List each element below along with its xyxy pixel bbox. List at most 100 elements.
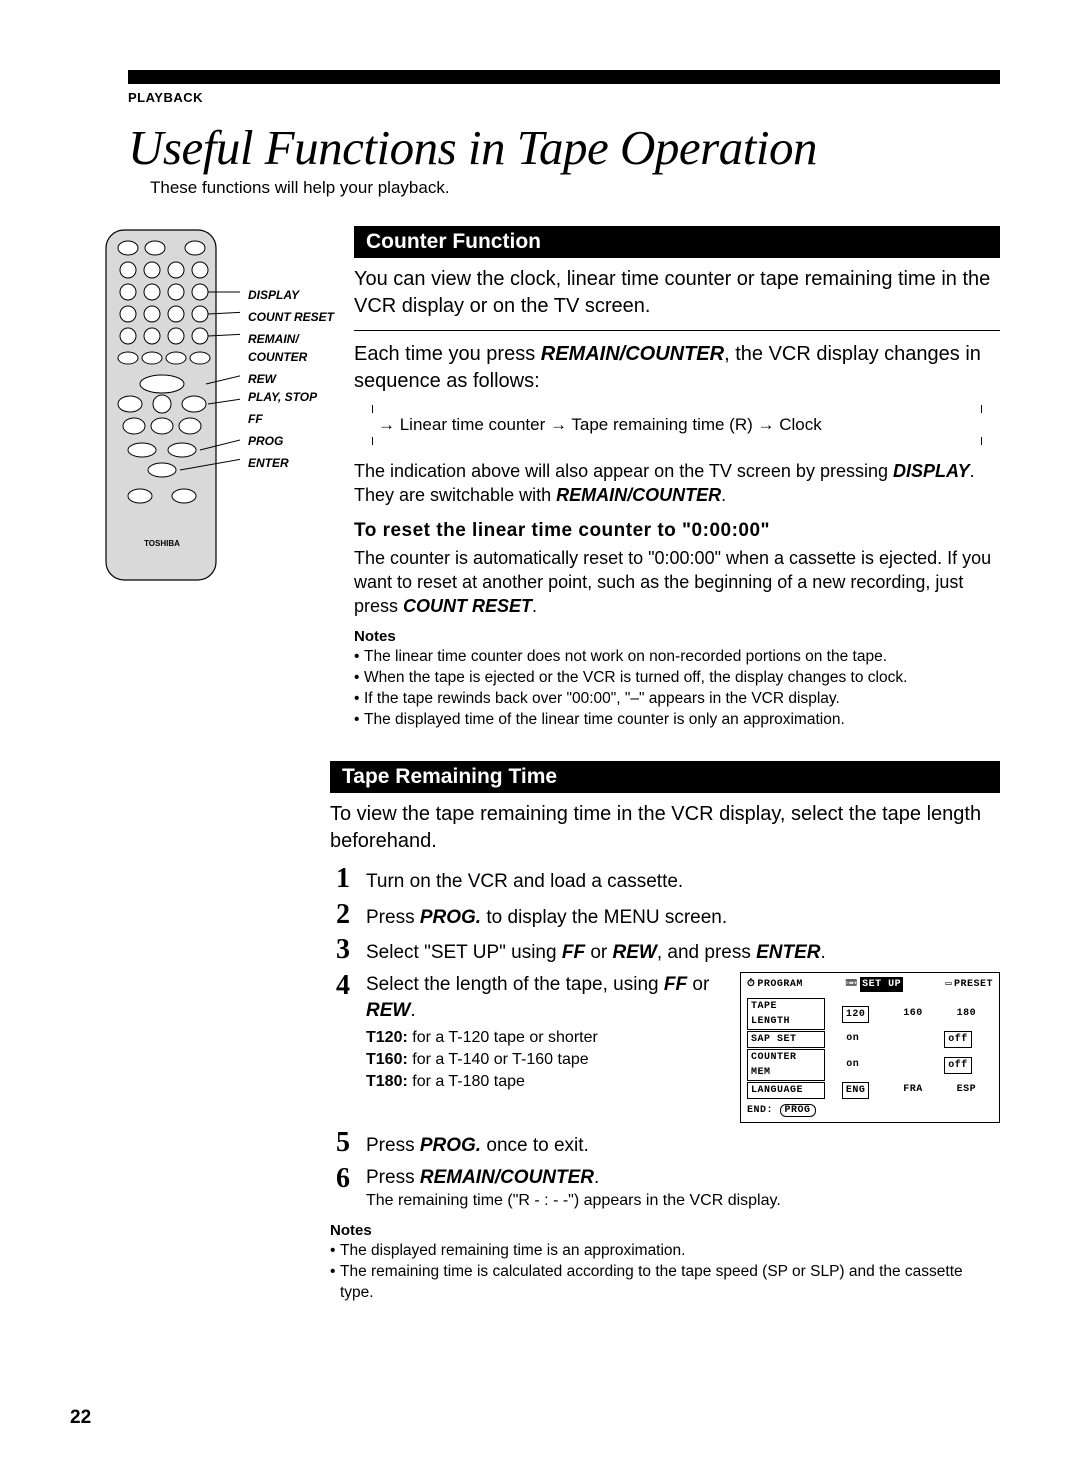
txt: or xyxy=(585,942,612,963)
key-remain-counter: REMAIN/COUNTER xyxy=(556,485,721,505)
menu-row-label: TAPE LENGTH xyxy=(747,998,825,1030)
step-6: Press REMAIN/COUNTER. The remaining time… xyxy=(366,1165,1000,1212)
remote-illustration: TOSHIBA DISPLAY COUNT RESET REMAIN/ COUN… xyxy=(100,226,330,586)
menu-row-opts: ENGFRAESP xyxy=(825,1082,993,1099)
callout-enter: ENTER xyxy=(248,454,334,472)
t160-label: T160: xyxy=(366,1051,408,1068)
key-prog: PROG. xyxy=(420,1135,481,1156)
page-title: Useful Functions in Tape Operation xyxy=(128,119,1000,176)
list-item: The displayed time of the linear time co… xyxy=(354,710,1000,731)
menu-tab-setup: SET UP xyxy=(860,977,903,992)
menu-tab-program: PROGRAM xyxy=(757,977,803,992)
txt: for a T-140 or T-160 tape xyxy=(408,1051,589,1068)
menu-end-label: END: xyxy=(747,1105,773,1116)
list-item: The displayed remaining time is an appro… xyxy=(330,1241,1000,1262)
menu-row: SAP SET on off xyxy=(747,1031,993,1048)
step-num: 1 xyxy=(330,865,356,893)
txt: , and press xyxy=(657,942,756,963)
sequence-box: → Linear time counter → Tape remaining t… xyxy=(372,405,982,445)
counter-header: Counter Function xyxy=(354,226,1000,258)
step-1: Turn on the VCR and load a cassette. xyxy=(366,869,1000,895)
reset-heading: To reset the linear time counter to "0:0… xyxy=(354,520,1000,542)
txt: to display the MENU screen. xyxy=(481,907,727,928)
reset-body: The counter is automatically reset to "0… xyxy=(354,546,1000,619)
menu-row-opts: on off xyxy=(825,1031,993,1048)
key-count-reset: COUNT RESET xyxy=(403,596,532,616)
step-2: Press PROG. to display the MENU screen. xyxy=(366,905,1000,931)
svg-text:TOSHIBA: TOSHIBA xyxy=(144,539,180,548)
callout-ff: FF xyxy=(248,410,334,428)
key-rew: REW xyxy=(613,942,657,963)
divider xyxy=(354,330,1000,331)
key-remain-counter: REMAIN/COUNTER xyxy=(541,343,724,365)
txt: . xyxy=(410,1000,415,1021)
txt: once to exit. xyxy=(481,1135,589,1156)
menu-opt: 180 xyxy=(957,1006,977,1023)
t120-label: T120: xyxy=(366,1029,408,1046)
txt: . xyxy=(594,1167,599,1188)
key-ff: FF xyxy=(562,942,585,963)
remote-svg: TOSHIBA xyxy=(100,226,240,586)
step-3: Select "SET UP" using FF or REW, and pre… xyxy=(366,940,1000,966)
counter-intro: You can view the clock, linear time coun… xyxy=(354,266,1000,320)
step-num: 4 xyxy=(330,972,356,1000)
list-item: If the tape rewinds back over "00:00", "… xyxy=(354,689,1000,710)
txt: Press xyxy=(366,1135,420,1156)
step-5: Press PROG. once to exit. xyxy=(366,1133,1000,1159)
list-item: The remaining time is calculated accordi… xyxy=(330,1262,1000,1304)
menu-end-prog: PROG xyxy=(780,1104,816,1117)
txt: Each time you press xyxy=(354,343,541,365)
sequence-text: → Linear time counter → Tape remaining t… xyxy=(372,413,982,437)
menu-tab-preset: PRESET xyxy=(954,977,993,992)
callout-rew-play-stop: REW PLAY, STOP xyxy=(248,370,334,406)
list-item: The linear time counter does not work on… xyxy=(354,647,1000,668)
txt: Select the length of the tape, using xyxy=(366,974,664,995)
txt: or xyxy=(687,974,709,995)
menu-row-opts: on off xyxy=(825,1057,993,1074)
menu-screen: ⏱PROGRAM 📼SET UP ▭PRESET TAPE LENGTH1201… xyxy=(740,972,1000,1123)
txt: The indication above will also appear on… xyxy=(354,461,893,481)
menu-opt: ESP xyxy=(957,1082,977,1099)
remote-callouts: DISPLAY COUNT RESET REMAIN/ COUNTER REW … xyxy=(248,286,334,476)
key-prog: PROG. xyxy=(420,907,481,928)
menu-opt: off xyxy=(944,1057,972,1074)
tape-intro: To view the tape remaining time in the V… xyxy=(330,801,1000,855)
txt: Select "SET UP" using xyxy=(366,942,562,963)
menu-row: TAPE LENGTH 120 160 180 xyxy=(747,998,993,1030)
menu-opt: on xyxy=(846,1031,859,1048)
menu-row: LANGUAGEENGFRAESP xyxy=(747,1082,993,1099)
counter-notes: The linear time counter does not work on… xyxy=(354,647,1000,731)
step-num: 3 xyxy=(330,936,356,964)
txt: . xyxy=(532,596,537,616)
step-num: 6 xyxy=(330,1165,356,1193)
page-subtitle: These functions will help your playback. xyxy=(150,178,1000,198)
menu-row-label: LANGUAGE xyxy=(747,1082,825,1099)
menu-row-label: SAP SET xyxy=(747,1031,825,1048)
menu-opt: 120 xyxy=(842,1006,870,1023)
callout-count-reset: COUNT RESET xyxy=(248,308,334,326)
menu-opt: 160 xyxy=(903,1006,923,1023)
callout-remain-counter: REMAIN/ COUNTER xyxy=(248,330,334,366)
step-num: 2 xyxy=(330,901,356,929)
txt: Press xyxy=(366,1167,420,1188)
key-rew: REW xyxy=(366,1000,410,1021)
tape-header: Tape Remaining Time xyxy=(330,761,1000,793)
menu-opt: off xyxy=(944,1031,972,1048)
tape-notes-title: Notes xyxy=(330,1222,1000,1239)
menu-opt: ENG xyxy=(842,1082,870,1099)
step-4: Select the length of the tape, using FF … xyxy=(366,972,1000,1123)
menu-row-opts: 120 160 180 xyxy=(825,1006,993,1023)
txt: Press xyxy=(366,907,420,928)
step-num: 5 xyxy=(330,1129,356,1157)
txt: for a T-120 tape or shorter xyxy=(408,1029,598,1046)
tape-notes: The displayed remaining time is an appro… xyxy=(330,1241,1000,1304)
menu-opt: on xyxy=(846,1057,859,1074)
top-bar xyxy=(128,70,1000,84)
menu-row: COUNTER MEMonoff xyxy=(747,1049,993,1081)
callout-display: DISPLAY xyxy=(248,286,334,304)
notes-title: Notes xyxy=(354,628,1000,645)
page-number: 22 xyxy=(70,1407,91,1429)
txt: . xyxy=(721,485,726,505)
key-ff: FF xyxy=(664,974,687,995)
list-item: When the tape is ejected or the VCR is t… xyxy=(354,668,1000,689)
